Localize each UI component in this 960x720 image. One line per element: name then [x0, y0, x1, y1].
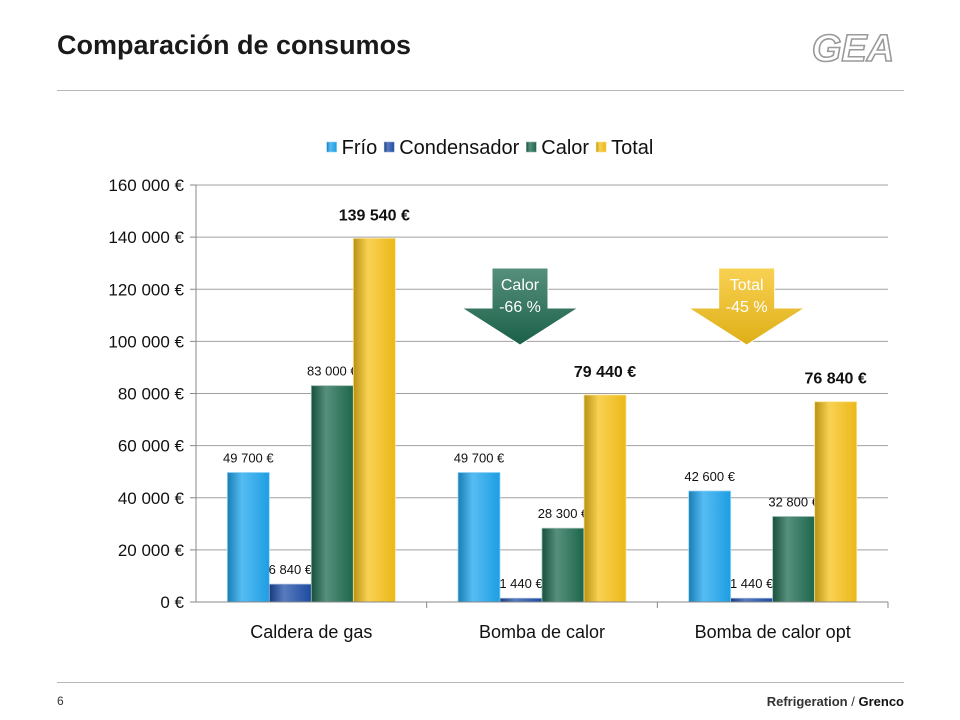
gea-logo: GEA: [811, 28, 895, 68]
footer-division: Grenco: [858, 694, 904, 709]
legend-swatch-condensador: [383, 141, 395, 153]
data-label-total-bomba-de-calor: 79 440 €: [574, 364, 636, 381]
y-tick-label: 0 €: [160, 593, 184, 612]
annotation-label-calor: Calor: [501, 277, 540, 294]
y-tick-label: 80 000 €: [118, 385, 185, 404]
data-label-total-bomba-de-calor-opt: 76 840 €: [805, 371, 867, 388]
bar-condensador-bomba-de-calor-opt: [730, 597, 774, 603]
y-axis: 0 € 20 000 € 40 000 € 60 000 € 80 000 € 100 0…: [108, 176, 197, 612]
y-tick-label: 140 000 €: [108, 228, 184, 247]
y-tick-label: 60 000 €: [118, 437, 185, 456]
page-number: 6: [57, 694, 64, 708]
bar-frio-bomba-de-calor-opt: [688, 490, 732, 603]
legend-label-calor: Calor: [541, 137, 589, 159]
x-category-label: Bomba de calor opt: [695, 622, 851, 642]
annotation-value-calor: -66 %: [499, 299, 541, 316]
y-tick-label: 120 000 €: [108, 280, 184, 299]
data-label-calor-caldera-de-gas: 83 000 €: [307, 364, 358, 379]
legend-label-condensador: Condensador: [399, 137, 519, 159]
bar-group: 49 700 € 6 840 € 83 000 € 139 540 € 49 700 €…: [223, 207, 867, 603]
data-label-total-caldera-de-gas: 139 540 €: [339, 207, 410, 224]
bar-condensador-bomba-de-calor: [499, 597, 543, 603]
footer-brand: Refrigeration / Grenco: [767, 694, 904, 709]
data-label-calor-bomba-de-calor-opt: 32 800 €: [768, 495, 819, 510]
y-tick-label: 100 000 €: [108, 332, 184, 351]
data-label-condensador-bomba-de-calor: 1 440 €: [499, 576, 543, 591]
x-axis: Caldera de gas Bomba de calor Bomba de cal…: [196, 601, 889, 642]
legend-swatch-total: [595, 141, 607, 153]
footer-separator: /: [851, 694, 855, 709]
annotation-arrow-calor: [460, 267, 580, 346]
data-label-calor-bomba-de-calor: 28 300 €: [538, 506, 589, 521]
title-divider: [57, 90, 904, 91]
y-tick-label: 20 000 €: [118, 541, 185, 560]
bar-total-bomba-de-calor-opt: [814, 401, 858, 603]
bar-total-caldera-de-gas: [352, 237, 396, 603]
bar-calor-caldera-de-gas: [310, 385, 354, 603]
legend-swatch-frio: [326, 141, 337, 153]
footer-divider: [57, 682, 904, 683]
legend-label-total: Total: [611, 137, 653, 159]
data-label-condensador-caldera-de-gas: 6 840 €: [269, 562, 313, 577]
x-category-label: Caldera de gas: [250, 622, 372, 642]
data-label-frio-bomba-de-calor-opt: 42 600 €: [684, 469, 735, 484]
annotation-value-total: -45 %: [726, 299, 768, 316]
legend: Frío Condensador Calor Total: [326, 137, 653, 159]
bar-condensador-caldera-de-gas: [268, 583, 312, 603]
bar-frio-bomba-de-calor: [457, 472, 501, 603]
data-label-frio-caldera-de-gas: 49 700 €: [223, 450, 274, 465]
x-category-label: Bomba de calor: [479, 622, 605, 642]
bar-frio-caldera-de-gas: [226, 472, 270, 603]
annotation-arrows: Calor -66 % Total -45 %: [460, 267, 807, 346]
legend-label-frio: Frío: [342, 137, 378, 159]
bar-total-bomba-de-calor: [583, 394, 627, 603]
slide-title: Comparación de consumos: [57, 30, 412, 60]
annotation-label-total: Total: [730, 277, 764, 294]
footer-brand-name: Refrigeration: [766, 694, 848, 709]
legend-swatch-calor: [526, 141, 537, 153]
y-tick-label: 160 000 €: [108, 176, 184, 195]
annotation-arrow-total: [686, 267, 807, 346]
y-tick-label: 40 000 €: [118, 489, 185, 508]
bar-calor-bomba-de-calor: [541, 527, 585, 603]
data-label-frio-bomba-de-calor: 49 700 €: [454, 450, 505, 465]
svg-text:GEA: GEA: [812, 28, 894, 68]
bar-calor-bomba-de-calor-opt: [772, 516, 816, 603]
data-label-condensador-bomba-de-calor-opt: 1 440 €: [730, 576, 774, 591]
